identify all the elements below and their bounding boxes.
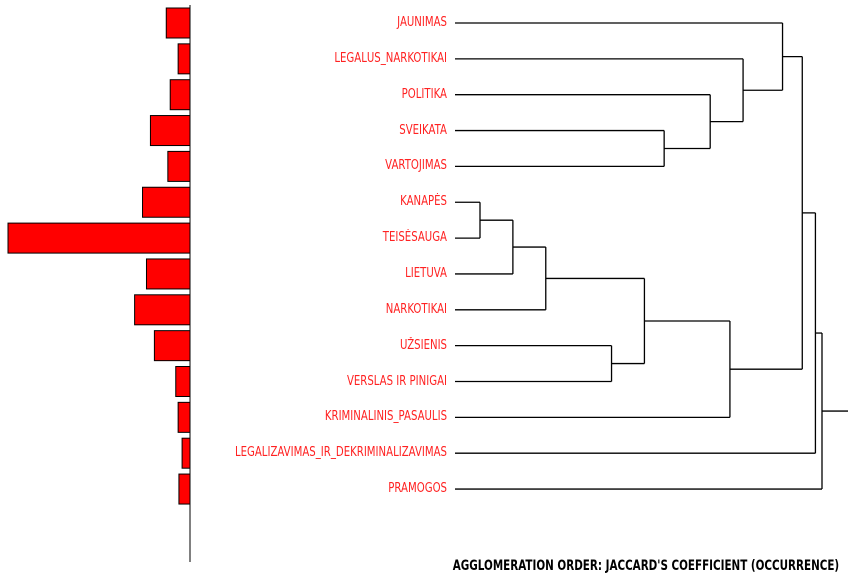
item-label: POLITIKA <box>401 86 447 102</box>
frequency-bar <box>177 401 191 433</box>
frequency-bar <box>165 7 191 39</box>
frequency-bar <box>142 186 191 218</box>
item-label: LIETUVA <box>405 265 447 281</box>
item-label: VARTOJIMAS <box>385 158 447 174</box>
item-label: LEGALIZAVIMAS_IR_DEKRIMINALIZAVIMAS <box>234 445 447 461</box>
frequency-bar <box>181 437 191 469</box>
frequency-bar <box>177 43 191 75</box>
frequency-bar <box>145 258 191 290</box>
item-label: UŽSIENIS <box>399 337 447 353</box>
frequency-bar <box>134 294 191 326</box>
item-label: KRIMINALINIS_PASAULIS <box>324 409 447 425</box>
item-label: JAUNIMAS <box>397 15 447 30</box>
frequency-bar <box>7 222 191 254</box>
item-label: KANAPĖS <box>400 194 447 210</box>
frequency-bar <box>175 366 191 397</box>
frequency-bars <box>7 5 191 562</box>
frequency-bar <box>169 79 191 111</box>
frequency-bar <box>149 115 191 147</box>
item-label: TEISĖSAUGA <box>382 230 447 246</box>
item-label: LEGALŪS_NARKOTIKAI <box>334 50 447 66</box>
frequency-bar <box>178 473 191 505</box>
item-label: SVEIKATA <box>399 122 447 138</box>
agglomeration-caption: AGGLOMERATION ORDER: JACCARD'S COEFFICIE… <box>452 558 839 574</box>
frequency-bar <box>167 150 191 182</box>
item-label: NARKOTIKAI <box>385 301 447 317</box>
frequency-bar <box>153 330 191 362</box>
item-label: VERSLAS IR PINIGAI <box>346 373 447 389</box>
item-label: PRAMOGOS <box>388 481 447 497</box>
